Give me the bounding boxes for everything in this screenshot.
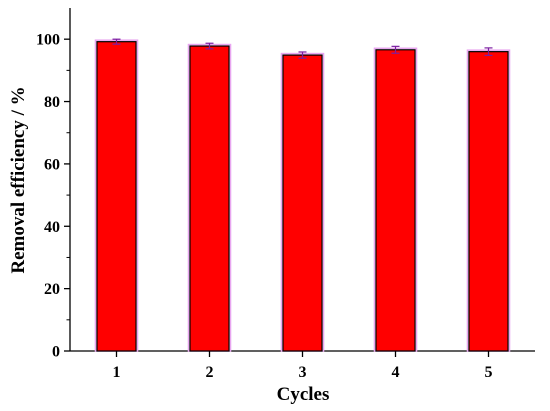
bar: [375, 49, 416, 352]
bars: [94, 38, 511, 352]
bar: [189, 45, 230, 352]
y-tick-label: 20: [44, 281, 60, 298]
x-tick-label: 3: [299, 364, 307, 381]
y-tick-label: 100: [36, 32, 60, 49]
x-tick-label: 4: [392, 364, 400, 381]
bar: [282, 54, 323, 352]
y-tick-label: 40: [44, 219, 60, 236]
bar: [468, 51, 509, 352]
y-axis-title: Removal efficiency / %: [8, 86, 29, 273]
x-tick-label: 2: [206, 364, 214, 381]
ticks: 0 20 40 60 80 100 1 2 3 4 5: [36, 32, 493, 381]
y-tick-label: 80: [44, 94, 60, 111]
y-tick-label: 60: [44, 156, 60, 173]
x-axis-title: Cycles: [277, 384, 330, 405]
x-tick-label: 5: [485, 364, 493, 381]
y-tick-label: 0: [52, 344, 60, 361]
x-tick-label: 1: [113, 364, 121, 381]
bar: [96, 41, 137, 352]
